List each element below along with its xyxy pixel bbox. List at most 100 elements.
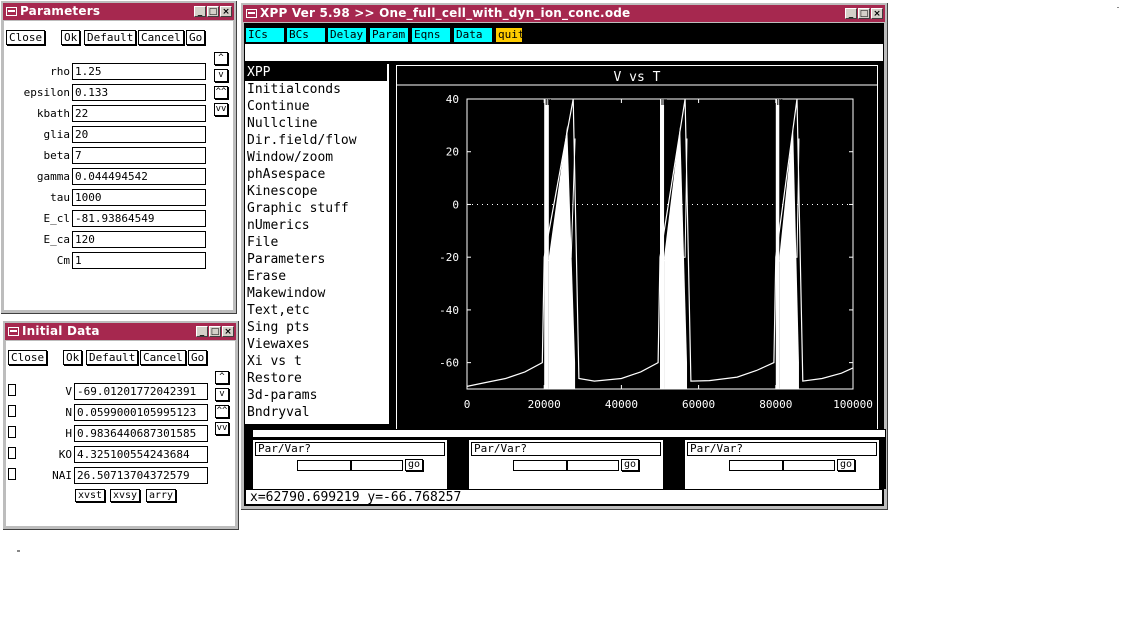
var-input-ko[interactable]: 4.325100554243684 bbox=[74, 446, 208, 463]
menu-item-makewindow[interactable]: Makewindow bbox=[247, 286, 326, 301]
param-label-e-ca: E_ca bbox=[43, 233, 71, 246]
slider-2-track[interactable] bbox=[513, 460, 619, 471]
param-input-gamma[interactable]: 0.044494542 bbox=[72, 168, 206, 185]
xpp-titlebar[interactable]: XPP Ver 5.98 >> One_full_cell_with_dyn_i… bbox=[243, 5, 885, 22]
slider-3-thumb[interactable] bbox=[782, 460, 784, 471]
minimize-icon[interactable]: _ bbox=[196, 326, 208, 337]
menu-item-graphic-stuff[interactable]: Graphic stuff bbox=[247, 201, 349, 216]
param-input-glia[interactable]: 20 bbox=[72, 126, 206, 143]
toolbar-button-delay[interactable]: Delay bbox=[328, 28, 366, 42]
plot-svg[interactable]: V vs T 0 20000 40000 60000 80000 100000 40 20 0 -… bbox=[397, 66, 877, 436]
var-input-nai[interactable]: 26.50713704372579 bbox=[74, 467, 208, 484]
param-input-e-ca[interactable]: 120 bbox=[72, 231, 206, 248]
minimize-icon[interactable]: _ bbox=[845, 8, 857, 19]
close-button[interactable]: Close bbox=[6, 30, 46, 45]
toolbar-button-ics[interactable]: ICs bbox=[246, 28, 284, 42]
slider-2-go-button[interactable]: go bbox=[621, 459, 640, 471]
menu-item-restore[interactable]: Restore bbox=[247, 371, 302, 386]
xvsy-button[interactable]: xvsy bbox=[110, 489, 141, 502]
slider-1-track[interactable] bbox=[297, 460, 403, 471]
scroll-down-button[interactable]: v bbox=[215, 388, 229, 401]
system-menu-icon[interactable] bbox=[6, 7, 17, 16]
system-menu-icon[interactable] bbox=[246, 9, 257, 18]
var-input-v[interactable]: -69.01201772042391 bbox=[74, 383, 208, 400]
page-down-button[interactable]: vv bbox=[215, 422, 229, 435]
menu-item-kinescope[interactable]: Kinescope bbox=[247, 184, 318, 199]
menu-item-phasespace[interactable]: phAsespace bbox=[247, 167, 326, 182]
toolbar-button-data[interactable]: Data bbox=[454, 28, 492, 42]
menu-item-file[interactable]: File bbox=[247, 235, 279, 250]
maximize-icon[interactable]: □ bbox=[209, 326, 221, 337]
slider-1-parvar-field[interactable]: Par/Var? bbox=[255, 442, 445, 456]
plot-checkbox-ko[interactable] bbox=[8, 447, 16, 459]
plot-checkbox-h[interactable] bbox=[8, 426, 16, 438]
page-down-button[interactable]: vv bbox=[214, 103, 228, 116]
arry-button[interactable]: arry bbox=[146, 489, 177, 502]
param-input-e-cl[interactable]: -81.93864549 bbox=[72, 210, 206, 227]
page-up-button[interactable]: ^^ bbox=[214, 86, 228, 99]
menu-item-initialconds[interactable]: Initialconds bbox=[247, 82, 341, 97]
menu-item-nullcline[interactable]: Nullcline bbox=[247, 116, 318, 131]
cancel-button[interactable]: Cancel bbox=[140, 350, 186, 365]
menu-item-viewaxes[interactable]: Viewaxes bbox=[247, 337, 310, 352]
scroll-up-button[interactable]: ^ bbox=[215, 371, 229, 384]
command-line[interactable] bbox=[245, 44, 883, 61]
graph-window[interactable]: V vs T 0 20000 40000 60000 80000 100000 40 20 0 -… bbox=[396, 65, 878, 437]
slider-2-thumb[interactable] bbox=[566, 460, 568, 471]
param-input-tau[interactable]: 1000 bbox=[72, 189, 206, 206]
scroll-up-button[interactable]: ^ bbox=[214, 52, 228, 65]
ok-button[interactable]: Ok bbox=[61, 30, 81, 45]
menu-item-xi-vs-t[interactable]: Xi vs t bbox=[247, 354, 302, 369]
toolbar-button-bcs[interactable]: BCs bbox=[287, 28, 325, 42]
toolbar-label: Eqns bbox=[414, 28, 441, 41]
go-button[interactable]: Go bbox=[186, 30, 206, 45]
param-input-epsilon[interactable]: 0.133 bbox=[72, 84, 206, 101]
toolbar-button-quit[interactable]: quit bbox=[496, 28, 525, 42]
toolbar-button-param[interactable]: Param bbox=[370, 28, 408, 42]
menu-item-sing-pts[interactable]: Sing pts bbox=[247, 320, 310, 335]
param-input-kbath[interactable]: 22 bbox=[72, 105, 206, 122]
menu-item-erase[interactable]: Erase bbox=[247, 269, 287, 284]
slider-3-track[interactable] bbox=[729, 460, 835, 471]
menu-item-numerics[interactable]: nUmerics bbox=[247, 218, 310, 233]
close-icon[interactable]: × bbox=[222, 326, 234, 337]
menu-item-dir-field-flow[interactable]: Dir.field/flow bbox=[247, 133, 357, 148]
menu-item-text-etc[interactable]: Text,etc bbox=[247, 303, 310, 318]
maximize-icon[interactable]: □ bbox=[207, 6, 219, 17]
param-input-rho[interactable]: 1.25 bbox=[72, 63, 206, 80]
slider-1-thumb[interactable] bbox=[350, 460, 352, 471]
menu-item-bndryval[interactable]: Bndryval bbox=[247, 405, 310, 420]
menu-item-parameters[interactable]: Parameters bbox=[247, 252, 326, 267]
param-input-beta[interactable]: 7 bbox=[72, 147, 206, 164]
minimize-icon[interactable]: _ bbox=[194, 6, 206, 17]
default-button[interactable]: Default bbox=[84, 30, 137, 45]
slider-1-go-button[interactable]: go bbox=[405, 459, 424, 471]
go-button[interactable]: Go bbox=[188, 350, 208, 365]
menu-item-continue[interactable]: Continue bbox=[247, 99, 310, 114]
scroll-down-button[interactable]: v bbox=[214, 69, 228, 82]
close-icon[interactable]: × bbox=[220, 6, 232, 17]
close-button[interactable]: Close bbox=[8, 350, 48, 365]
menu-item-window-zoom[interactable]: Window/zoom bbox=[247, 150, 334, 165]
initial-data-titlebar[interactable]: Initial Data _ □ × bbox=[5, 323, 236, 340]
maximize-icon[interactable]: □ bbox=[858, 8, 870, 19]
slider-3-parvar-field[interactable]: Par/Var? bbox=[687, 442, 877, 456]
var-input-n[interactable]: 0.0599000105995123 bbox=[74, 404, 208, 421]
plot-checkbox-n[interactable] bbox=[8, 405, 16, 417]
var-input-h[interactable]: 0.9836440687301585 bbox=[74, 425, 208, 442]
cancel-button[interactable]: Cancel bbox=[138, 30, 184, 45]
slider-3-go-button[interactable]: go bbox=[837, 459, 856, 471]
system-menu-icon[interactable] bbox=[8, 327, 19, 336]
toolbar-button-eqns[interactable]: Eqns bbox=[412, 28, 450, 42]
default-button[interactable]: Default bbox=[86, 350, 139, 365]
plot-checkbox-v[interactable] bbox=[8, 384, 16, 396]
page-up-button[interactable]: ^^ bbox=[215, 405, 229, 418]
ok-button[interactable]: Ok bbox=[63, 350, 83, 365]
close-icon[interactable]: × bbox=[871, 8, 883, 19]
menu-item-3d-params[interactable]: 3d-params bbox=[247, 388, 318, 403]
param-input-cm[interactable]: 1 bbox=[72, 252, 206, 269]
slider-2-parvar-field[interactable]: Par/Var? bbox=[471, 442, 661, 456]
plot-checkbox-nai[interactable] bbox=[8, 468, 16, 480]
parameters-titlebar[interactable]: Parameters _ □ × bbox=[3, 3, 234, 20]
xvst-button[interactable]: xvst bbox=[75, 489, 106, 502]
